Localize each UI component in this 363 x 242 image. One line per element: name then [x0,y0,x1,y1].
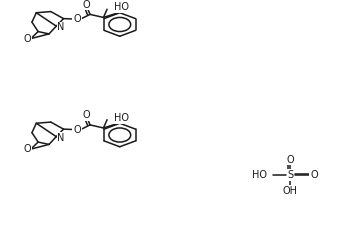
Text: O: O [23,34,31,44]
Text: N: N [57,22,65,32]
Text: O: O [73,125,81,135]
Text: S: S [287,170,293,180]
Text: O: O [310,170,318,180]
Text: HO: HO [252,170,267,180]
Text: OH: OH [283,186,298,196]
Text: O: O [82,110,90,120]
Text: O: O [286,155,294,165]
Text: O: O [73,14,81,24]
Text: O: O [23,144,31,154]
Text: HO: HO [114,2,129,12]
Text: N: N [57,133,65,143]
Text: O: O [82,0,90,9]
Text: HO: HO [114,113,129,123]
